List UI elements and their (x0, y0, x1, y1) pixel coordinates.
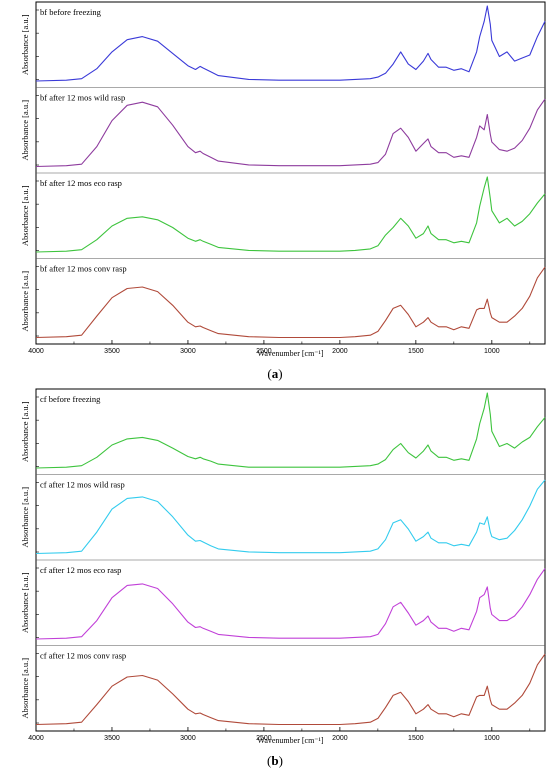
y-axis-label: Absorbance [a.u.] (20, 185, 30, 246)
x-tick-label: 2000 (332, 735, 348, 742)
spectra-chart-b: cf before freezing Absorbance [a.u.] cf af… (20, 388, 546, 745)
series-label: bf after 12 mos wild rasp (40, 93, 125, 103)
series-label: bf after 12 mos eco rasp (40, 178, 122, 188)
y-axis-label: Absorbance [a.u.] (20, 100, 30, 161)
x-tick-label: 2000 (332, 348, 348, 355)
spectrum-line (35, 266, 546, 339)
figure-b: cf before freezing Absorbance [a.u.] cf af… (0, 387, 550, 773)
spectrum-line (35, 479, 546, 555)
x-tick-label: 2500 (256, 348, 272, 355)
x-tick-label: 3500 (104, 348, 120, 355)
x-tick-label: 4000 (28, 735, 44, 742)
series-label: cf before freezing (40, 394, 101, 404)
y-axis-label: Absorbance [a.u.] (20, 572, 30, 633)
y-axis-label: Absorbance [a.u.] (20, 401, 30, 462)
y-axis-label: Absorbance [a.u.] (20, 271, 30, 332)
x-tick-label: 1000 (484, 348, 500, 355)
spectrum-line (35, 5, 546, 82)
x-axis-label: Wavenumber [cm⁻¹] (257, 349, 324, 358)
y-axis-label: Absorbance [a.u.] (20, 14, 30, 75)
spectrum-line (35, 653, 546, 726)
x-tick-label: 1500 (408, 735, 424, 742)
spectra-chart-a: bf before freezing Absorbance [a.u.] bf af… (20, 1, 546, 358)
y-axis-label: Absorbance [a.u.] (20, 487, 30, 548)
caption-b: (b) (267, 753, 283, 768)
x-tick-label: 4000 (28, 348, 44, 355)
y-axis-label: Absorbance [a.u.] (20, 658, 30, 719)
series-label: bf after 12 mos conv rasp (40, 264, 127, 274)
series-label: cf after 12 mos conv rasp (40, 651, 126, 661)
caption-a: (a) (267, 366, 283, 381)
spectrum-line (35, 98, 546, 168)
figure-a: bf before freezing Absorbance [a.u.] bf af… (0, 0, 550, 385)
x-tick-label: 1500 (408, 348, 424, 355)
spectrum-line (35, 568, 546, 640)
x-tick-label: 3500 (104, 735, 120, 742)
spectrum-line (35, 176, 546, 253)
x-tick-label: 3000 (180, 735, 196, 742)
series-label: cf after 12 mos eco rasp (40, 565, 121, 575)
x-tick-label: 2500 (256, 735, 272, 742)
spectrum-line (35, 392, 546, 469)
x-tick-label: 1000 (484, 735, 500, 742)
series-label: cf after 12 mos wild rasp (40, 480, 125, 490)
x-axis-label: Wavenumber [cm⁻¹] (257, 736, 324, 745)
x-tick-label: 3000 (180, 348, 196, 355)
series-label: bf before freezing (40, 7, 102, 17)
